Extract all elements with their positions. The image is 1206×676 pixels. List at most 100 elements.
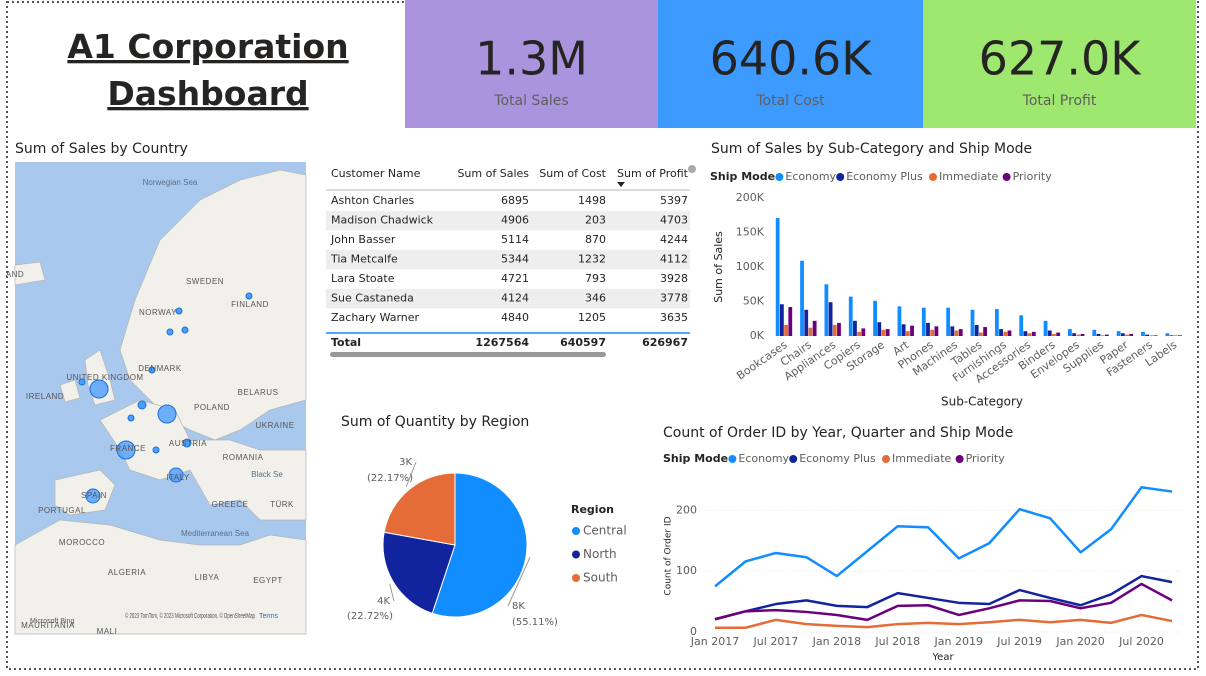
table-cell: Lara Stoate bbox=[331, 272, 395, 285]
x-tick-label: Jan 2017 bbox=[690, 635, 739, 648]
line-series bbox=[714, 582, 1173, 622]
legend-label: North bbox=[583, 547, 617, 561]
map-label: FRANCE bbox=[110, 444, 146, 453]
bar bbox=[901, 324, 906, 336]
y-axis-title: Sum of Sales bbox=[712, 231, 725, 303]
pie-quantity-label: 3K bbox=[399, 457, 412, 468]
bar bbox=[853, 320, 857, 336]
table-total: 1267564 bbox=[475, 336, 529, 349]
map-bubble bbox=[245, 292, 253, 300]
legend-label: Economy bbox=[738, 452, 789, 465]
map-label: MALI bbox=[97, 627, 118, 636]
table-cell: Zachary Warner bbox=[331, 311, 420, 324]
bar bbox=[910, 325, 914, 336]
table-cell: 4840 bbox=[501, 311, 529, 324]
table-cell: 203 bbox=[585, 214, 606, 227]
table-header: Customer Name bbox=[331, 167, 421, 180]
table-cell: 1498 bbox=[578, 194, 606, 207]
bar bbox=[877, 322, 882, 336]
map-label: AND bbox=[6, 270, 24, 279]
bar bbox=[1096, 333, 1101, 336]
map-label: EGYPT bbox=[253, 576, 283, 585]
legend-marker bbox=[789, 455, 798, 463]
x-axis-title: Year bbox=[931, 652, 954, 663]
kpi-card bbox=[405, 0, 658, 128]
bar bbox=[1178, 335, 1182, 336]
dashboard-title: A1 Corporation Dashboard bbox=[67, 27, 348, 113]
table-cell: 1232 bbox=[578, 253, 606, 266]
table-cell: 4112 bbox=[660, 253, 688, 266]
pie-percent-label: (22.17%) bbox=[367, 473, 413, 484]
table-cell: 793 bbox=[585, 272, 606, 285]
bar bbox=[974, 324, 979, 336]
x-tick-label: Jul 2020 bbox=[1118, 635, 1164, 648]
table-header: Sum of Cost bbox=[539, 167, 606, 180]
table-cell: 3635 bbox=[660, 311, 688, 324]
table-cell: 346 bbox=[585, 292, 606, 305]
map-label: POLAND bbox=[194, 403, 230, 412]
bar bbox=[1023, 331, 1028, 336]
table-row-band bbox=[326, 288, 690, 309]
table-row-band bbox=[326, 210, 690, 231]
y-tick-label: 100 bbox=[676, 564, 697, 577]
bar bbox=[930, 329, 935, 336]
bar bbox=[779, 304, 784, 336]
map-label: ITALY bbox=[166, 473, 190, 482]
map-label: GREECE bbox=[212, 500, 249, 509]
pie-quantity-label: 4K bbox=[377, 596, 390, 607]
map-label: FINLAND bbox=[231, 300, 269, 309]
map-label: NORWAY bbox=[139, 308, 177, 317]
map-land bbox=[59, 379, 81, 403]
x-axis-title: Sub-Category bbox=[941, 395, 1023, 409]
kpi-card bbox=[658, 0, 923, 128]
bar bbox=[1056, 332, 1061, 336]
pie-slice bbox=[382, 531, 456, 614]
map-label: Mediterranean Sea bbox=[181, 529, 250, 538]
y-tick-label: 0K bbox=[750, 329, 765, 342]
bar bbox=[1153, 335, 1158, 336]
bar bbox=[861, 328, 866, 336]
x-tick-label: Jan 2019 bbox=[934, 635, 983, 648]
bar bbox=[905, 331, 910, 336]
bar bbox=[1080, 333, 1085, 336]
bar bbox=[979, 332, 983, 336]
table-cell: 4124 bbox=[501, 292, 529, 305]
bar bbox=[926, 322, 930, 336]
legend-marker bbox=[572, 574, 580, 582]
bar bbox=[775, 218, 780, 336]
table-scrollbar bbox=[330, 352, 606, 357]
map-bubble bbox=[152, 446, 160, 454]
bar bbox=[1007, 330, 1012, 336]
map-bubble bbox=[181, 326, 189, 334]
map-land bbox=[14, 261, 46, 286]
bar bbox=[946, 307, 951, 336]
map-land bbox=[99, 399, 307, 521]
table-cell: 4721 bbox=[501, 272, 529, 285]
bar bbox=[804, 309, 809, 336]
map-terms: Terms bbox=[259, 613, 279, 620]
map-label: MAURITANIA bbox=[21, 621, 75, 630]
legend-label: Immediate bbox=[939, 170, 999, 183]
bar bbox=[1019, 315, 1024, 336]
map-label: UNITED KINGDOM bbox=[66, 373, 143, 382]
table-cell: 4703 bbox=[660, 214, 688, 227]
kpi-value: 627.0K bbox=[979, 32, 1143, 86]
bar bbox=[1104, 334, 1109, 336]
legend-label: Economy bbox=[785, 170, 836, 183]
map-label: Norwegian Sea bbox=[143, 178, 198, 187]
kpi-label: Total Sales bbox=[493, 93, 568, 109]
legend-label: Central bbox=[583, 524, 627, 538]
map-label: TÜRK bbox=[270, 500, 294, 509]
table-total: 640597 bbox=[560, 336, 606, 349]
bar bbox=[897, 306, 902, 336]
table-cell: 4244 bbox=[660, 233, 688, 246]
bar bbox=[1092, 329, 1097, 336]
map-label: Black Se bbox=[251, 470, 283, 479]
table-cell: 5397 bbox=[660, 194, 688, 207]
x-tick-label: Jan 2018 bbox=[812, 635, 861, 648]
bar bbox=[784, 324, 788, 336]
bar bbox=[824, 284, 829, 336]
map-bubble bbox=[175, 307, 183, 315]
map-bubble bbox=[157, 404, 177, 424]
